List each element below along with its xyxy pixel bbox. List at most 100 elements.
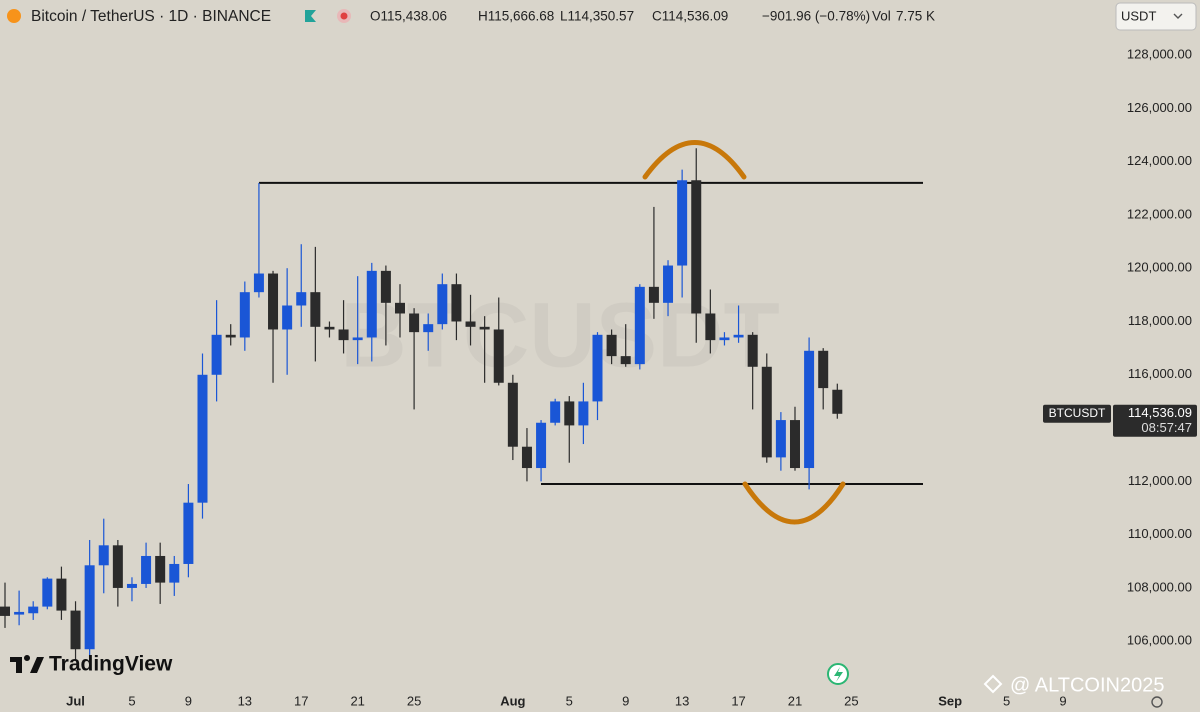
- x-tick-label: Aug: [500, 693, 525, 708]
- price-tag-label: 114,536.09: [1128, 405, 1192, 420]
- candle-body: [465, 321, 476, 327]
- ohlc-open: O115,438.06: [370, 9, 447, 24]
- candle-body: [832, 389, 843, 414]
- logo-icon: [10, 654, 44, 673]
- tradingview-logo: TradingView: [10, 653, 173, 676]
- dropdown-arrow: [1173, 13, 1183, 19]
- candle-body: [663, 265, 674, 303]
- candle-body: [268, 273, 279, 330]
- candle-body: [310, 292, 321, 327]
- candle-body: [691, 180, 702, 314]
- credit-icon: [983, 674, 1003, 694]
- y-tick-label: 108,000.00: [1127, 579, 1192, 594]
- candle-body: [747, 334, 758, 367]
- candle-body: [818, 350, 829, 389]
- candle-body: [296, 292, 307, 306]
- y-tick-label: 110,000.00: [1128, 526, 1192, 541]
- candle-body: [423, 324, 434, 333]
- y-tick-label: 116,000.00: [1128, 366, 1192, 381]
- candle-body: [169, 563, 180, 583]
- candle-body: [366, 270, 377, 338]
- plot: [0, 148, 923, 663]
- countdown-label: 08:57:47: [1141, 420, 1192, 435]
- logo-text: TradingView: [49, 653, 173, 676]
- candle-body: [42, 578, 53, 607]
- settings-icon[interactable]: [1151, 696, 1163, 708]
- symbol-tag: [1043, 404, 1111, 423]
- x-tick-label: 17: [731, 693, 745, 708]
- candle-body: [183, 502, 194, 564]
- status-dot: [340, 12, 348, 20]
- x-tick-label: 13: [675, 693, 689, 708]
- x-tick-label: 13: [238, 693, 252, 708]
- flash-bolt: [834, 667, 843, 682]
- x-tick-label: 21: [350, 693, 364, 708]
- flag-icon: [305, 10, 316, 22]
- y-tick-label: 118,000.00: [1128, 313, 1192, 328]
- credit-text: @ ALTCOIN2025: [1010, 674, 1164, 696]
- candle-body: [394, 302, 405, 314]
- ohlc-low: L114,350.57: [560, 9, 634, 24]
- candle-body: [521, 446, 532, 469]
- candle-body: [507, 382, 518, 447]
- x-tick-label: 25: [407, 693, 421, 708]
- x-tick-label: 9: [622, 693, 629, 708]
- candle-body: [84, 565, 95, 650]
- volume-value: 7.75 K: [896, 9, 935, 24]
- candle-body: [564, 401, 575, 426]
- volume-label: Vol: [872, 9, 891, 24]
- candle-body: [70, 610, 81, 650]
- candle-body: [380, 270, 391, 303]
- candle-body: [239, 292, 250, 338]
- x-tick-label: 9: [1059, 693, 1066, 708]
- candle-body: [253, 273, 264, 293]
- candle-body: [634, 286, 645, 365]
- candle-body: [126, 583, 137, 588]
- candle-body: [620, 356, 631, 365]
- candle-body: [550, 401, 561, 423]
- y-tick-label: 124,000.00: [1127, 153, 1192, 168]
- candle-body: [112, 545, 123, 588]
- candle-body: [437, 284, 448, 325]
- y-tick-label: 128,000.00: [1127, 46, 1192, 61]
- y-tick-label: 126,000.00: [1127, 100, 1192, 115]
- candle-body: [28, 606, 39, 614]
- currency-label[interactable]: USDT: [1121, 8, 1156, 23]
- ohlc-high: H115,666.68: [478, 9, 554, 24]
- symbol-tag-label: BTCUSDT: [1049, 406, 1106, 420]
- candle-body: [98, 545, 109, 566]
- candle-body: [155, 555, 166, 583]
- candle-body: [56, 578, 67, 611]
- currency-button[interactable]: [1115, 2, 1197, 31]
- x-tick-label: 5: [566, 693, 573, 708]
- candle-body: [648, 286, 659, 303]
- candle-body: [352, 337, 363, 341]
- y-tick-label: 122,000.00: [1127, 206, 1192, 221]
- candle-body: [761, 366, 772, 458]
- candle-body: [592, 334, 603, 402]
- y-tick-label: 112,000.00: [1128, 473, 1192, 488]
- candle-body: [451, 284, 462, 322]
- candle-body: [536, 422, 547, 469]
- candle-body: [789, 420, 800, 469]
- candle-body: [677, 180, 688, 266]
- candle-body: [606, 334, 617, 357]
- price-tag: [1113, 404, 1197, 437]
- candle-body: [141, 555, 152, 584]
- x-tick-label: 5: [128, 693, 135, 708]
- x-tick-label: 9: [185, 693, 192, 708]
- candle-body: [197, 374, 208, 503]
- candle-body: [324, 326, 335, 330]
- coin-icon: [7, 9, 21, 23]
- candle-body: [719, 337, 730, 341]
- candle-body: [338, 329, 349, 341]
- candle-body: [705, 313, 716, 341]
- symbol-title: Bitcoin / TetherUS · 1D · BINANCE: [31, 8, 271, 25]
- x-tick-label: Sep: [938, 693, 962, 708]
- x-tick-label: 17: [294, 693, 308, 708]
- x-tick-label: 21: [788, 693, 802, 708]
- candle-body: [211, 334, 222, 375]
- candle-body: [775, 420, 786, 458]
- x-tick-label: 25: [844, 693, 858, 708]
- candle-body: [479, 326, 490, 330]
